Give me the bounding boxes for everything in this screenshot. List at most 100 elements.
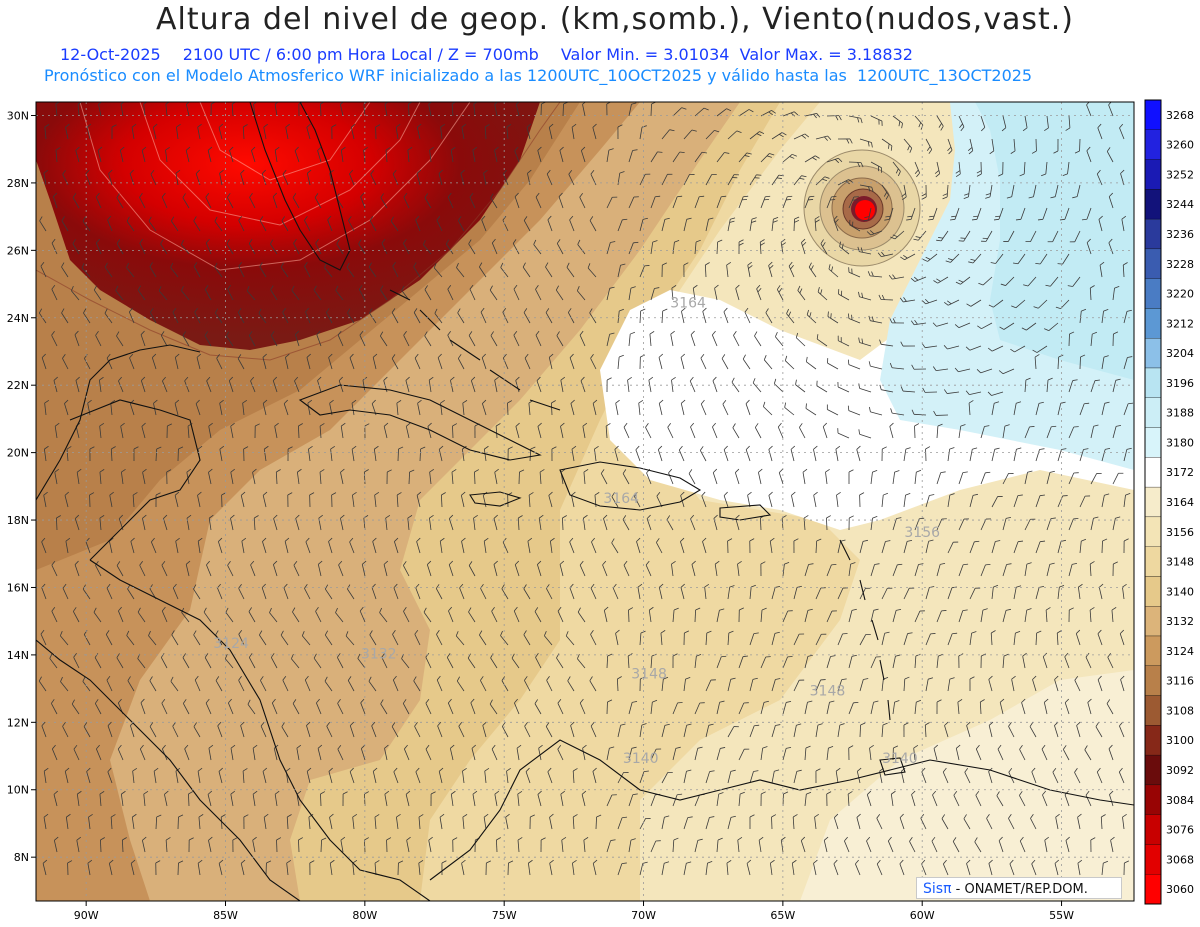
wind-barb	[208, 744, 214, 761]
wind-barb	[126, 630, 135, 646]
wind-barb	[249, 193, 256, 209]
colorbar-swatch	[1144, 308, 1162, 339]
field-3180-region	[975, 102, 1134, 380]
lat-tick-label: 22N	[7, 379, 29, 392]
wind-barb	[958, 230, 971, 242]
wind-barb	[1086, 146, 1092, 163]
colorbar-label: 3236	[1166, 228, 1194, 241]
wind-barb	[203, 607, 212, 623]
wind-barb	[87, 399, 92, 416]
wind-barb	[224, 654, 234, 669]
wind-barb	[701, 491, 707, 508]
wind-barb	[559, 560, 565, 577]
wind-barb	[195, 399, 201, 416]
wind-barb	[316, 330, 322, 347]
wind-barb	[450, 146, 456, 163]
lat-tick-label: 18N	[7, 514, 29, 527]
wind-barb	[969, 587, 981, 600]
wind-barb	[558, 192, 564, 209]
wind-barb	[866, 790, 872, 807]
wind-barb	[292, 699, 300, 715]
wind-barb	[204, 331, 212, 347]
wind-barb	[163, 514, 168, 531]
wind-barb	[672, 653, 678, 669]
coast-hispaniola	[559, 461, 702, 511]
wind-barb	[804, 608, 813, 623]
wind-barb	[1090, 473, 1102, 485]
wind-barb	[870, 700, 879, 715]
wind-barb	[206, 376, 212, 393]
wind-barb	[95, 192, 102, 209]
wind-barb	[1013, 540, 1024, 554]
wind-barb	[494, 376, 499, 393]
wind-barb	[329, 859, 335, 876]
wind-barb	[941, 814, 949, 830]
wind-barb	[782, 610, 793, 623]
wind-barb	[219, 399, 224, 416]
wind-barb	[468, 607, 476, 623]
wind-barb	[900, 767, 906, 784]
wind-barb	[415, 767, 421, 784]
wind-barb	[793, 538, 799, 554]
wind-barb	[835, 445, 841, 462]
wind-barb	[317, 146, 322, 163]
wind-barb	[427, 422, 432, 439]
wind-barb	[494, 790, 500, 807]
wind-barb	[716, 655, 727, 669]
wind-barb	[160, 653, 168, 669]
wind-barb	[628, 746, 637, 761]
wind-barb	[165, 146, 170, 163]
wind-barb	[858, 291, 872, 301]
wind-barb	[546, 676, 553, 692]
wind-barb	[165, 837, 171, 853]
wind-barb	[252, 836, 257, 853]
wind-barb	[108, 169, 113, 186]
wind-barb	[1068, 607, 1074, 623]
wind-barb	[837, 723, 845, 738]
wind-barb	[690, 422, 696, 439]
wind-barb	[826, 563, 837, 577]
wind-barb	[1002, 424, 1010, 439]
wind-barb	[727, 130, 742, 140]
wind-barb	[606, 241, 616, 255]
wind-barb	[1021, 322, 1037, 331]
wind-barb	[592, 123, 597, 140]
wind-barb	[381, 238, 388, 255]
colorbar-swatch	[1144, 754, 1162, 786]
lon-tick-label: 75W	[492, 909, 517, 922]
wind-barb	[193, 630, 201, 646]
wind-barb	[705, 679, 716, 692]
wind-barb	[524, 353, 531, 370]
wind-barb	[857, 246, 872, 255]
wind-barb	[910, 276, 927, 282]
wind-barb	[977, 322, 993, 330]
wind-barb	[1033, 299, 1048, 309]
wind-barb	[54, 468, 60, 485]
wind-barb	[705, 174, 717, 186]
wind-barb	[903, 493, 911, 508]
wind-barb	[208, 468, 213, 485]
wind-barb	[969, 493, 978, 508]
wind-barb	[999, 698, 1005, 715]
wind-barb	[799, 423, 806, 439]
coast-bahamas	[389, 289, 561, 411]
high-contour-2	[139, 102, 421, 226]
wind-barb	[298, 423, 303, 439]
wind-barb	[777, 422, 784, 439]
wind-barb	[1067, 276, 1081, 287]
max-value: Valor Max. = 3.18832	[739, 45, 913, 64]
wind-barb	[947, 677, 955, 692]
wind-barb	[1011, 299, 1026, 309]
wind-barb	[142, 836, 147, 853]
wind-barb	[942, 184, 949, 200]
colorbar-swatch	[1144, 665, 1162, 696]
wind-barb	[240, 491, 246, 508]
wind-barb	[881, 587, 893, 600]
wind-barb	[890, 790, 896, 807]
wind-barb	[417, 399, 422, 416]
wind-barb	[987, 345, 1004, 352]
coastlines	[36, 102, 1134, 901]
wind-barb	[274, 422, 279, 439]
wind-barb	[1019, 161, 1026, 177]
wind-barb	[705, 630, 712, 646]
